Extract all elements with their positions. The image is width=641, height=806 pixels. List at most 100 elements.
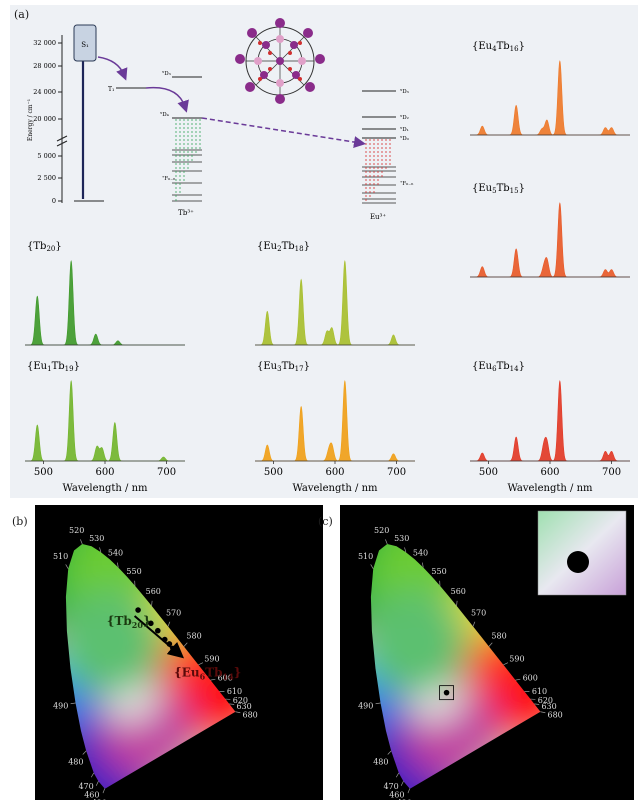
wavelength-label: 480 xyxy=(68,758,83,767)
energy-level-diagram: Energy / cm⁻¹ 32 000 28 000 24 000 20 00… xyxy=(27,24,414,221)
wavelength-label: 520 xyxy=(69,526,84,535)
panel-c-label: (c) xyxy=(318,515,333,528)
x-tick-label: 600 xyxy=(325,467,344,478)
wavelength-label: 550 xyxy=(126,567,141,576)
panel-b-label: (b) xyxy=(12,515,28,528)
eu-5d2-label: ⁵D₂ xyxy=(400,114,409,121)
y-tick-28000: 28 000 xyxy=(33,62,56,70)
start-label: {Tb20} xyxy=(107,614,151,630)
x-axis-label: Wavelength / nm xyxy=(507,483,593,494)
wavelength-tick xyxy=(117,562,119,568)
eu-emission-lines xyxy=(365,139,391,203)
y-tick-24000: 24 000 xyxy=(33,88,56,96)
trend-arrow xyxy=(133,615,185,659)
wavelength-tick xyxy=(183,642,188,647)
singlet-state-box xyxy=(73,24,97,62)
wavelength-tick xyxy=(198,662,204,666)
wavelength-label: 580 xyxy=(491,631,506,640)
x-tick-label: 500 xyxy=(264,467,283,478)
wavelength-label: 610 xyxy=(227,687,242,696)
wavelength-tick xyxy=(99,547,102,553)
spectrum-area-Eu1Tb19 xyxy=(25,379,185,462)
triplet-state-label: T₁ xyxy=(108,86,114,93)
wavelength-tick xyxy=(472,621,476,627)
spectrum-Eu2Tb18: {Eu2Tb18} xyxy=(255,241,415,346)
wavelength-tick xyxy=(167,621,171,627)
spectrum-area-Eu3Tb17 xyxy=(255,379,415,462)
wavelength-tick xyxy=(90,772,95,778)
wavelength-label: 600 xyxy=(218,673,233,682)
wavelength-label: 600 xyxy=(523,673,538,682)
panel-a-label: (a) xyxy=(14,8,30,21)
spectrum-title-Tb20: {Tb20} xyxy=(27,241,62,253)
spectrum-area-Eu6Tb14 xyxy=(470,379,630,462)
wavelength-tick xyxy=(235,711,241,714)
wavelength-label: 530 xyxy=(89,534,104,543)
wavelength-label: 420 xyxy=(397,798,412,800)
spectrum-title-Eu3Tb17: {Eu3Tb17} xyxy=(257,361,310,373)
selection-box xyxy=(439,685,454,701)
wavelength-tick xyxy=(534,703,540,705)
wavelength-label: 530 xyxy=(394,534,409,543)
eu-ion-label: Eu³⁺ xyxy=(370,213,386,221)
wavelength-label: 470 xyxy=(78,782,93,791)
wavelength-label: 680 xyxy=(243,711,258,720)
wavelength-label: 460 xyxy=(389,791,404,800)
tb-ground-manifold xyxy=(172,149,202,202)
x-tick-label: 700 xyxy=(387,467,406,478)
wavelength-tick xyxy=(102,788,106,794)
wavelength-label: 560 xyxy=(451,587,466,596)
wavelength-label: 580 xyxy=(186,631,201,640)
tb-to-eu-transfer-arrow xyxy=(201,117,366,148)
wavelength-tick xyxy=(65,564,69,569)
wavelength-label: 540 xyxy=(413,549,428,558)
wavelength-label: 480 xyxy=(373,758,388,767)
cie-point xyxy=(148,620,154,627)
eu-5d1-label: ⁵D₁ xyxy=(400,126,409,133)
wavelength-tick xyxy=(82,750,87,755)
wavelength-label: 490 xyxy=(358,701,373,710)
spectrum-Eu6Tb14: {Eu6Tb14} 500 600 700 Wavelength / nm xyxy=(470,361,630,494)
wavelength-tick xyxy=(488,642,493,647)
spectrum-area-Eu5Tb15 xyxy=(470,202,630,278)
panel-c-cie-diagram: 520 530 540 550 560 570 580 590 600 610 620 630 680 5… xyxy=(340,505,634,806)
axis-break xyxy=(56,135,68,147)
tb-7f-label: ⁷F₀₋₆ xyxy=(162,175,176,182)
wavelength-label: 620 xyxy=(538,696,553,705)
wavelength-tick xyxy=(387,750,392,755)
wavelength-tick xyxy=(422,562,424,568)
wavelength-label: 610 xyxy=(532,687,547,696)
y-tick-5000: 5 000 xyxy=(37,152,56,160)
wavelength-tick xyxy=(400,781,404,786)
spectrum-Eu4Tb16: {Eu4Tb16} xyxy=(470,41,630,136)
wavelength-label: 540 xyxy=(108,549,123,558)
wavelength-tick xyxy=(95,781,99,786)
x-tick-label: 500 xyxy=(34,467,53,478)
tb-emission-lines xyxy=(175,119,201,201)
wavelength-tick xyxy=(540,711,546,714)
wavelength-label: 680 xyxy=(548,711,563,720)
wavelength-tick xyxy=(407,788,411,794)
tb-5d4-label: ⁵D₄ xyxy=(160,111,170,118)
energy-transfer-tb-arrow xyxy=(145,86,189,113)
wavelength-label: 550 xyxy=(431,567,446,576)
cie-point xyxy=(135,607,141,613)
y-tick-2500: 2 500 xyxy=(37,174,56,182)
wavelength-tick xyxy=(229,703,235,705)
spectrum-area-Eu4Tb16 xyxy=(470,60,630,136)
isc-arrow xyxy=(97,56,128,81)
wavelength-tick xyxy=(515,678,521,681)
wavelength-label: 590 xyxy=(509,654,524,663)
wavelength-label: 420 xyxy=(92,798,107,800)
wavelength-label: 570 xyxy=(166,608,181,617)
wavelength-tick xyxy=(395,772,400,778)
spectrum-Eu5Tb15: {Eu5Tb15} xyxy=(470,183,630,278)
panel-b-cie-diagram: 520 530 540 550 560 570 580 590 600 610 620 630 680 5… xyxy=(35,505,323,806)
spectrum-Eu1Tb19: {Eu1Tb19} 500 600 700 Wavelength / nm xyxy=(25,361,185,494)
color-inset xyxy=(537,510,627,596)
spectrum-title-Eu4Tb16: {Eu4Tb16} xyxy=(472,41,525,53)
singlet-state-label: S₁ xyxy=(81,41,89,49)
wavelength-tick xyxy=(80,539,83,545)
eu-ground-manifold xyxy=(362,166,396,204)
